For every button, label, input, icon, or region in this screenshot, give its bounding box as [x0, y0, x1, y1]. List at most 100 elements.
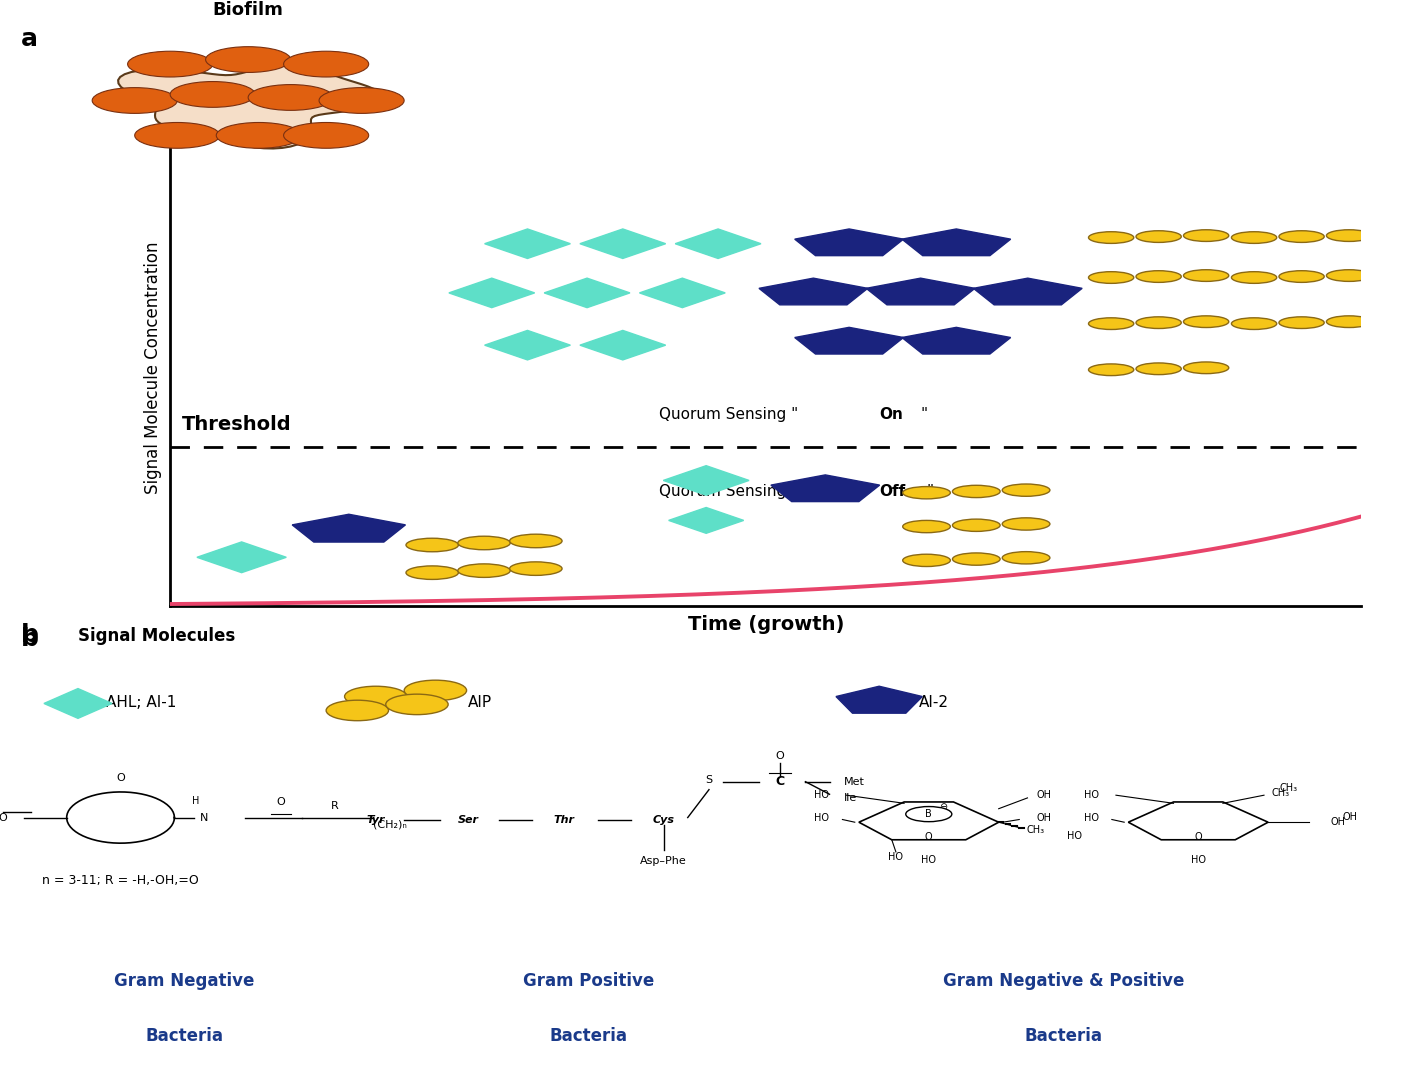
Ellipse shape	[170, 81, 255, 107]
Polygon shape	[545, 278, 630, 308]
Text: OH: OH	[1037, 813, 1051, 823]
Text: Biofilm: Biofilm	[213, 1, 284, 18]
Text: HO: HO	[1083, 791, 1099, 800]
Text: Cys: Cys	[652, 814, 675, 825]
Text: Quorum Sensing ": Quorum Sensing "	[658, 483, 798, 498]
Polygon shape	[794, 229, 903, 256]
Circle shape	[903, 554, 950, 566]
Text: (CH₂)ₙ: (CH₂)ₙ	[373, 820, 407, 830]
Circle shape	[1326, 230, 1371, 242]
Text: AI-2: AI-2	[919, 694, 949, 709]
Polygon shape	[450, 278, 535, 308]
Circle shape	[458, 536, 510, 550]
Text: O: O	[116, 772, 125, 783]
Text: C: C	[776, 775, 784, 788]
Text: ": "	[920, 407, 927, 422]
Circle shape	[1003, 484, 1049, 496]
Circle shape	[1326, 316, 1371, 327]
Circle shape	[509, 534, 562, 548]
Ellipse shape	[284, 51, 369, 77]
Text: Gram Negative & Positive: Gram Negative & Positive	[943, 971, 1184, 990]
X-axis label: Time (growth): Time (growth)	[688, 615, 844, 634]
Text: O: O	[1194, 832, 1202, 843]
Circle shape	[458, 564, 510, 577]
Polygon shape	[973, 278, 1082, 304]
Text: O: O	[277, 797, 285, 807]
Ellipse shape	[284, 122, 369, 148]
Polygon shape	[664, 466, 749, 495]
Circle shape	[509, 562, 562, 575]
Text: Asp–Phe: Asp–Phe	[641, 857, 686, 866]
Circle shape	[386, 694, 448, 715]
Text: O: O	[0, 812, 7, 823]
Circle shape	[1231, 272, 1276, 284]
Circle shape	[1136, 231, 1181, 243]
Text: H: H	[191, 796, 200, 806]
Text: Bacteria: Bacteria	[145, 1028, 224, 1045]
Polygon shape	[485, 229, 570, 259]
Circle shape	[1089, 272, 1134, 284]
Polygon shape	[44, 689, 112, 718]
Polygon shape	[197, 542, 286, 573]
Circle shape	[906, 807, 951, 822]
Text: Off: Off	[879, 483, 905, 498]
Ellipse shape	[216, 122, 302, 148]
Text: Threshold: Threshold	[182, 415, 292, 434]
Text: HO: HO	[1068, 831, 1082, 840]
Text: Ile: Ile	[844, 793, 856, 803]
Text: Gram Negative: Gram Negative	[115, 971, 254, 990]
Circle shape	[1184, 270, 1229, 282]
Text: B: B	[926, 809, 932, 819]
Text: Bacteria: Bacteria	[549, 1028, 628, 1045]
Text: ⊖: ⊖	[940, 803, 947, 812]
Polygon shape	[580, 229, 665, 259]
Ellipse shape	[92, 88, 177, 114]
Polygon shape	[118, 66, 381, 148]
Text: R: R	[330, 801, 337, 811]
Circle shape	[953, 553, 1000, 565]
Polygon shape	[640, 278, 725, 308]
Text: Tyr: Tyr	[366, 814, 386, 825]
Text: OH: OH	[1330, 818, 1346, 827]
Text: O: O	[925, 832, 933, 843]
Text: HO: HO	[814, 791, 830, 800]
Polygon shape	[292, 514, 406, 543]
Circle shape	[404, 680, 467, 701]
Polygon shape	[837, 687, 922, 714]
Text: Thr: Thr	[554, 814, 574, 825]
Circle shape	[1231, 317, 1276, 329]
Circle shape	[1136, 317, 1181, 328]
Text: a: a	[21, 27, 38, 51]
Text: HO: HO	[1191, 854, 1205, 865]
Polygon shape	[902, 229, 1011, 256]
Polygon shape	[866, 278, 976, 304]
Ellipse shape	[135, 122, 220, 148]
Circle shape	[1184, 362, 1229, 374]
Text: HO: HO	[1083, 813, 1099, 823]
Polygon shape	[902, 327, 1011, 354]
Text: b: b	[21, 627, 40, 651]
Polygon shape	[580, 330, 665, 360]
Circle shape	[903, 486, 950, 499]
Text: b: b	[21, 623, 40, 647]
Text: AHL; AI-1: AHL; AI-1	[106, 694, 177, 709]
Text: HO: HO	[922, 854, 936, 865]
Ellipse shape	[128, 51, 213, 77]
Ellipse shape	[206, 47, 291, 73]
Text: S: S	[705, 775, 713, 785]
Text: N: N	[200, 812, 208, 823]
Ellipse shape	[248, 84, 333, 110]
Text: Signal Molecules: Signal Molecules	[78, 627, 235, 644]
Circle shape	[1089, 232, 1134, 244]
Circle shape	[1279, 231, 1324, 243]
Y-axis label: Signal Molecule Concentration: Signal Molecule Concentration	[143, 242, 162, 495]
Circle shape	[1184, 230, 1229, 242]
Text: OH: OH	[1037, 791, 1051, 800]
Circle shape	[1326, 270, 1371, 282]
Circle shape	[1136, 363, 1181, 375]
Circle shape	[1089, 317, 1134, 329]
Circle shape	[326, 701, 389, 720]
Circle shape	[953, 485, 1000, 497]
Circle shape	[345, 687, 407, 707]
Circle shape	[1231, 232, 1276, 244]
